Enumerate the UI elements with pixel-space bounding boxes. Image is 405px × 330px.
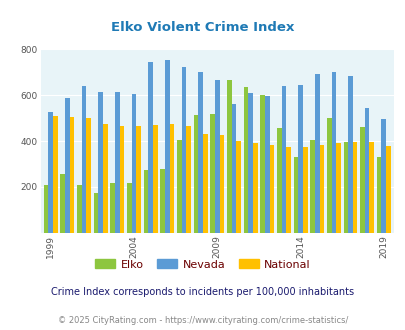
Bar	[181, 67, 186, 233]
Bar	[169, 124, 174, 233]
Bar	[115, 92, 119, 233]
Bar	[210, 114, 214, 233]
Bar	[347, 76, 352, 233]
Bar	[369, 142, 373, 233]
Bar	[376, 157, 381, 233]
Bar	[164, 60, 169, 233]
Bar	[48, 113, 53, 233]
Bar	[60, 174, 65, 233]
Bar	[153, 125, 157, 233]
Bar	[69, 117, 74, 233]
Bar	[136, 126, 141, 233]
Bar	[385, 146, 390, 233]
Bar	[236, 141, 240, 233]
Bar	[219, 135, 224, 233]
Bar	[252, 143, 257, 233]
Bar	[243, 87, 247, 233]
Bar	[343, 142, 347, 233]
Bar	[281, 86, 286, 233]
Bar	[143, 170, 148, 233]
Bar	[98, 92, 102, 233]
Bar	[148, 62, 153, 233]
Text: © 2025 CityRating.com - https://www.cityrating.com/crime-statistics/: © 2025 CityRating.com - https://www.city…	[58, 315, 347, 325]
Bar	[43, 184, 48, 233]
Bar	[186, 126, 190, 233]
Bar	[269, 145, 273, 233]
Bar	[231, 104, 236, 233]
Bar	[110, 183, 115, 233]
Bar	[319, 145, 323, 233]
Bar	[160, 169, 164, 233]
Bar	[193, 115, 198, 233]
Bar	[331, 72, 335, 233]
Bar	[53, 116, 58, 233]
Bar	[81, 86, 86, 233]
Bar	[214, 81, 219, 233]
Bar	[102, 124, 107, 233]
Bar	[364, 108, 369, 233]
Bar	[127, 183, 131, 233]
Bar	[276, 128, 281, 233]
Bar	[264, 96, 269, 233]
Bar	[247, 93, 252, 233]
Bar	[86, 118, 91, 233]
Bar	[177, 140, 181, 233]
Bar	[286, 147, 290, 233]
Bar	[302, 147, 307, 233]
Bar	[297, 85, 302, 233]
Legend: Elko, Nevada, National: Elko, Nevada, National	[90, 255, 315, 274]
Bar	[77, 184, 81, 233]
Bar	[198, 72, 202, 233]
Bar	[226, 81, 231, 233]
Bar	[202, 134, 207, 233]
Bar	[314, 74, 319, 233]
Bar	[293, 157, 297, 233]
Bar	[359, 127, 364, 233]
Bar	[131, 94, 136, 233]
Bar	[309, 140, 314, 233]
Text: Crime Index corresponds to incidents per 100,000 inhabitants: Crime Index corresponds to incidents per…	[51, 287, 354, 297]
Bar	[260, 95, 264, 233]
Bar	[326, 118, 331, 233]
Bar	[381, 119, 385, 233]
Bar	[119, 126, 124, 233]
Bar	[335, 143, 340, 233]
Bar	[352, 142, 357, 233]
Text: Elko Violent Crime Index: Elko Violent Crime Index	[111, 21, 294, 34]
Bar	[65, 98, 69, 233]
Bar	[93, 193, 98, 233]
